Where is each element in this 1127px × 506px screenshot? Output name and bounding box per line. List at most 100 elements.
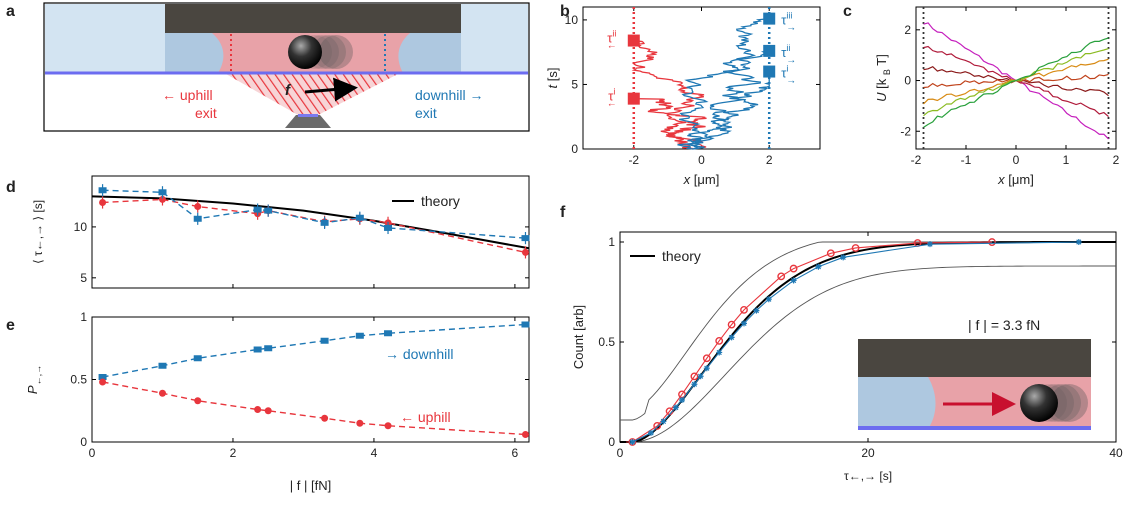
b-annotation: τi → xyxy=(781,64,796,87)
ball-trail xyxy=(298,35,353,69)
e-y-tick-label: 0.5 xyxy=(70,373,87,387)
c-potential-line xyxy=(923,58,1109,105)
f-blue-point xyxy=(629,439,636,445)
b-ylabel: t [s] xyxy=(545,68,560,89)
f-inset-trail xyxy=(1050,384,1088,422)
e-series-line xyxy=(102,381,526,436)
f-blue-point xyxy=(1075,239,1082,246)
e-x-tick-label: 2 xyxy=(230,446,237,460)
e-point xyxy=(99,378,107,386)
c-x-tick-label: 0 xyxy=(1013,153,1020,167)
b-y-tick-label: 0 xyxy=(571,142,578,156)
downhill-exit-label: downhill → xyxy=(415,87,483,103)
e-ylabel: P←,→ xyxy=(25,365,43,394)
f-xlabel: τ←,→ [s] xyxy=(844,469,892,483)
f-inset-blue xyxy=(858,377,936,429)
c-y-tick-label: -2 xyxy=(900,124,911,138)
b-annotation: τi ← xyxy=(607,87,617,110)
f-red-point xyxy=(988,238,996,246)
b-annotation: τii → xyxy=(781,43,796,66)
e-point xyxy=(355,332,364,339)
e-point xyxy=(356,419,364,427)
c-y-tick-label: 2 xyxy=(904,23,911,37)
e-point xyxy=(264,345,273,352)
downhill-exit-label-2: exit xyxy=(415,105,437,121)
f-red-point xyxy=(715,336,724,345)
e-xlabel: | f | [fN] xyxy=(290,478,331,493)
f-red-point xyxy=(789,264,798,273)
f-inset-wall xyxy=(858,339,1091,377)
f-inset-label: | f | = 3.3 fN xyxy=(968,317,1040,333)
f-ylabel: Count [arb] xyxy=(571,305,586,369)
f-blue-point xyxy=(815,263,822,270)
b-annotation: τii ← xyxy=(607,29,617,52)
f-red-point xyxy=(628,438,637,446)
f-red-point xyxy=(740,305,748,314)
plot-frame xyxy=(915,6,1117,150)
e-x-tick-label: 4 xyxy=(371,446,378,460)
e-point xyxy=(193,355,202,362)
f-blue-point xyxy=(716,349,723,356)
f-x-tick-label: 0 xyxy=(617,446,624,460)
d-series-line xyxy=(102,198,526,254)
e-point xyxy=(320,337,329,344)
f-red-point xyxy=(653,422,662,430)
panel-label-b: b xyxy=(560,3,570,20)
c-x-tick-label: -1 xyxy=(961,153,972,167)
f-blue-point xyxy=(840,254,847,261)
b-traj-downhill-1 xyxy=(677,71,770,150)
f-confidence-lower xyxy=(620,265,1117,443)
e-x-tick-label: 0 xyxy=(89,446,96,460)
b-annotation: τiii → xyxy=(781,11,796,34)
e-point xyxy=(98,374,107,380)
f-inset-ball xyxy=(1020,384,1058,422)
b-exit-marker xyxy=(627,92,640,105)
f-red-point xyxy=(702,354,711,363)
b-traj-uphill-2 xyxy=(631,39,707,150)
b-exit-marker xyxy=(763,12,776,25)
f-blue-point xyxy=(691,381,698,388)
d-ylabel: ⟨ τ←,→ ⟩ [s] xyxy=(31,200,45,264)
f-legend-label: theory xyxy=(662,248,701,264)
e-y-tick-label: 0 xyxy=(80,435,87,449)
d-point xyxy=(384,224,393,231)
e-point xyxy=(384,422,392,430)
c-potential-line xyxy=(923,48,1109,117)
d-y-tick-label: 5 xyxy=(80,271,87,285)
b-traj-downhill-3 xyxy=(679,17,770,150)
plot-frame xyxy=(91,175,530,289)
uphill-exit-label-2: exit xyxy=(195,105,217,121)
d-point xyxy=(521,248,529,256)
plot-frame xyxy=(91,316,530,443)
f-blue-point xyxy=(703,365,710,372)
f-y-tick-label: 0.5 xyxy=(598,335,615,349)
force-arrow xyxy=(304,77,358,102)
b-y-tick-label: 10 xyxy=(565,13,579,27)
e-series-line xyxy=(102,323,526,378)
b-exit-marker xyxy=(627,34,640,47)
f-blue-point xyxy=(790,277,797,284)
f-inset-floor xyxy=(858,426,1091,430)
e-series-label: → downhill xyxy=(385,346,453,362)
d-point xyxy=(99,198,107,206)
upper-wall xyxy=(165,4,461,33)
b-xlabel: x [μm] xyxy=(683,172,720,187)
e-point xyxy=(521,431,529,438)
f-red-point xyxy=(826,249,835,258)
lens-tip xyxy=(285,115,331,128)
e-point xyxy=(521,321,530,328)
panel-c-chart: -2 -1 0 1 2 -2 0 2 x [μm] U [k B T] xyxy=(874,6,1120,187)
d-point xyxy=(98,187,107,194)
b-x-tick-label: 0 xyxy=(698,153,705,167)
e-point xyxy=(384,330,393,337)
d-point xyxy=(355,214,364,221)
d-point xyxy=(253,206,262,213)
uphill-exit-label: ← uphill xyxy=(162,87,213,103)
e-x-tick-label: 6 xyxy=(512,446,519,460)
panel-label-d: d xyxy=(6,179,16,196)
b-x-tick-label: -2 xyxy=(628,153,639,167)
ball xyxy=(288,35,322,69)
d-y-tick-label: 10 xyxy=(74,220,88,234)
e-point xyxy=(264,407,272,415)
